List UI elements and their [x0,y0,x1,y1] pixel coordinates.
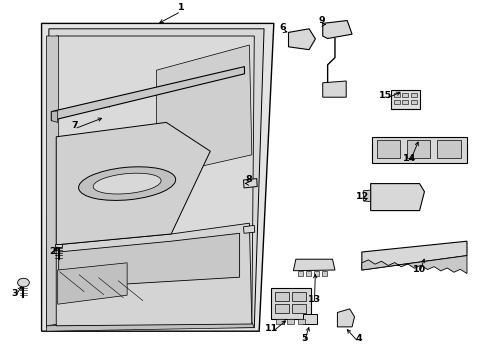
Polygon shape [292,304,305,313]
Text: 9: 9 [318,16,325,25]
Text: 12: 12 [355,192,369,201]
Polygon shape [54,36,254,324]
Text: 11: 11 [264,324,278,333]
Polygon shape [275,292,288,301]
Ellipse shape [93,173,161,194]
Bar [410,93,416,97]
Text: 5: 5 [300,334,307,343]
Bar [402,93,407,97]
Text: 8: 8 [244,175,251,184]
Polygon shape [370,184,424,211]
Text: 14: 14 [402,154,416,163]
Bar [393,100,399,104]
Polygon shape [46,29,264,328]
Polygon shape [243,179,257,188]
Bar [305,271,310,276]
Polygon shape [363,190,370,202]
Polygon shape [46,36,59,326]
Bar [436,140,460,158]
Polygon shape [243,225,254,233]
Polygon shape [337,309,354,327]
Bar [321,271,326,276]
Polygon shape [322,81,346,97]
Polygon shape [59,233,239,288]
Polygon shape [361,256,466,274]
Polygon shape [288,29,315,50]
Text: 2: 2 [49,247,56,256]
Polygon shape [271,288,310,319]
Polygon shape [292,292,305,301]
Polygon shape [303,314,316,324]
Bar [298,271,303,276]
Text: 6: 6 [279,22,285,31]
Text: 3: 3 [11,289,18,298]
Polygon shape [390,90,419,109]
Polygon shape [46,322,254,331]
Polygon shape [322,21,351,39]
Bar [297,319,305,324]
Polygon shape [293,259,334,271]
Polygon shape [371,137,466,163]
Polygon shape [41,23,273,331]
Ellipse shape [79,167,175,201]
Polygon shape [361,241,466,270]
Bar [393,93,399,97]
Polygon shape [156,45,251,176]
Bar [55,244,62,247]
Bar [313,271,318,276]
Text: 4: 4 [354,334,361,343]
Polygon shape [58,263,127,304]
Circle shape [18,278,29,287]
Text: 10: 10 [412,265,425,274]
Bar [286,319,294,324]
Polygon shape [56,223,251,326]
Text: 15: 15 [378,91,391,100]
Polygon shape [51,67,244,121]
Bar [376,140,399,158]
Polygon shape [51,111,58,122]
Polygon shape [56,122,210,245]
Polygon shape [275,304,288,313]
Bar [402,100,407,104]
Text: 1: 1 [177,3,184,12]
Bar [276,319,283,324]
Text: 7: 7 [71,121,78,130]
Bar [406,140,429,158]
Bar [410,100,416,104]
Text: 13: 13 [307,295,320,304]
